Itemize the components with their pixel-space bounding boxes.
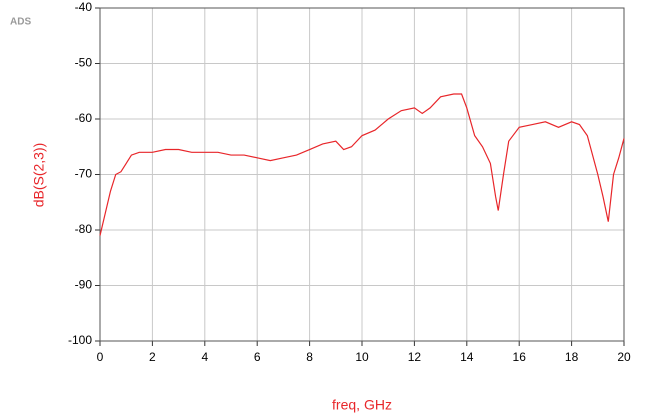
x-tick-label: 16 bbox=[513, 350, 527, 364]
corner-label: ADS bbox=[10, 17, 31, 28]
x-tick-label: 14 bbox=[460, 350, 474, 364]
x-tick-label: 6 bbox=[254, 350, 261, 364]
y-tick-label: -60 bbox=[75, 111, 93, 125]
plot-frame bbox=[99, 7, 625, 342]
x-tick-label: 10 bbox=[355, 350, 369, 364]
y-tick-label: -40 bbox=[75, 0, 93, 14]
x-tick-label: 8 bbox=[306, 350, 313, 364]
x-tick-label: 20 bbox=[617, 350, 631, 364]
y-tick-label: -50 bbox=[75, 56, 93, 70]
y-tick-label: -70 bbox=[75, 167, 93, 181]
x-tick-label: 4 bbox=[201, 350, 208, 364]
x-tick-label: 12 bbox=[408, 350, 422, 364]
x-axis-label: freq, GHz bbox=[332, 397, 392, 413]
data-line bbox=[99, 93, 625, 236]
x-tick-label: 2 bbox=[149, 350, 156, 364]
x-tick-label: 18 bbox=[565, 350, 579, 364]
y-axis-label: dB(S(2,3)) bbox=[31, 143, 47, 208]
y-tick-label: -100 bbox=[68, 333, 92, 347]
x-tick-label: 0 bbox=[97, 350, 104, 364]
y-tick-label: -90 bbox=[75, 278, 93, 292]
y-tick-label: -80 bbox=[75, 222, 93, 236]
